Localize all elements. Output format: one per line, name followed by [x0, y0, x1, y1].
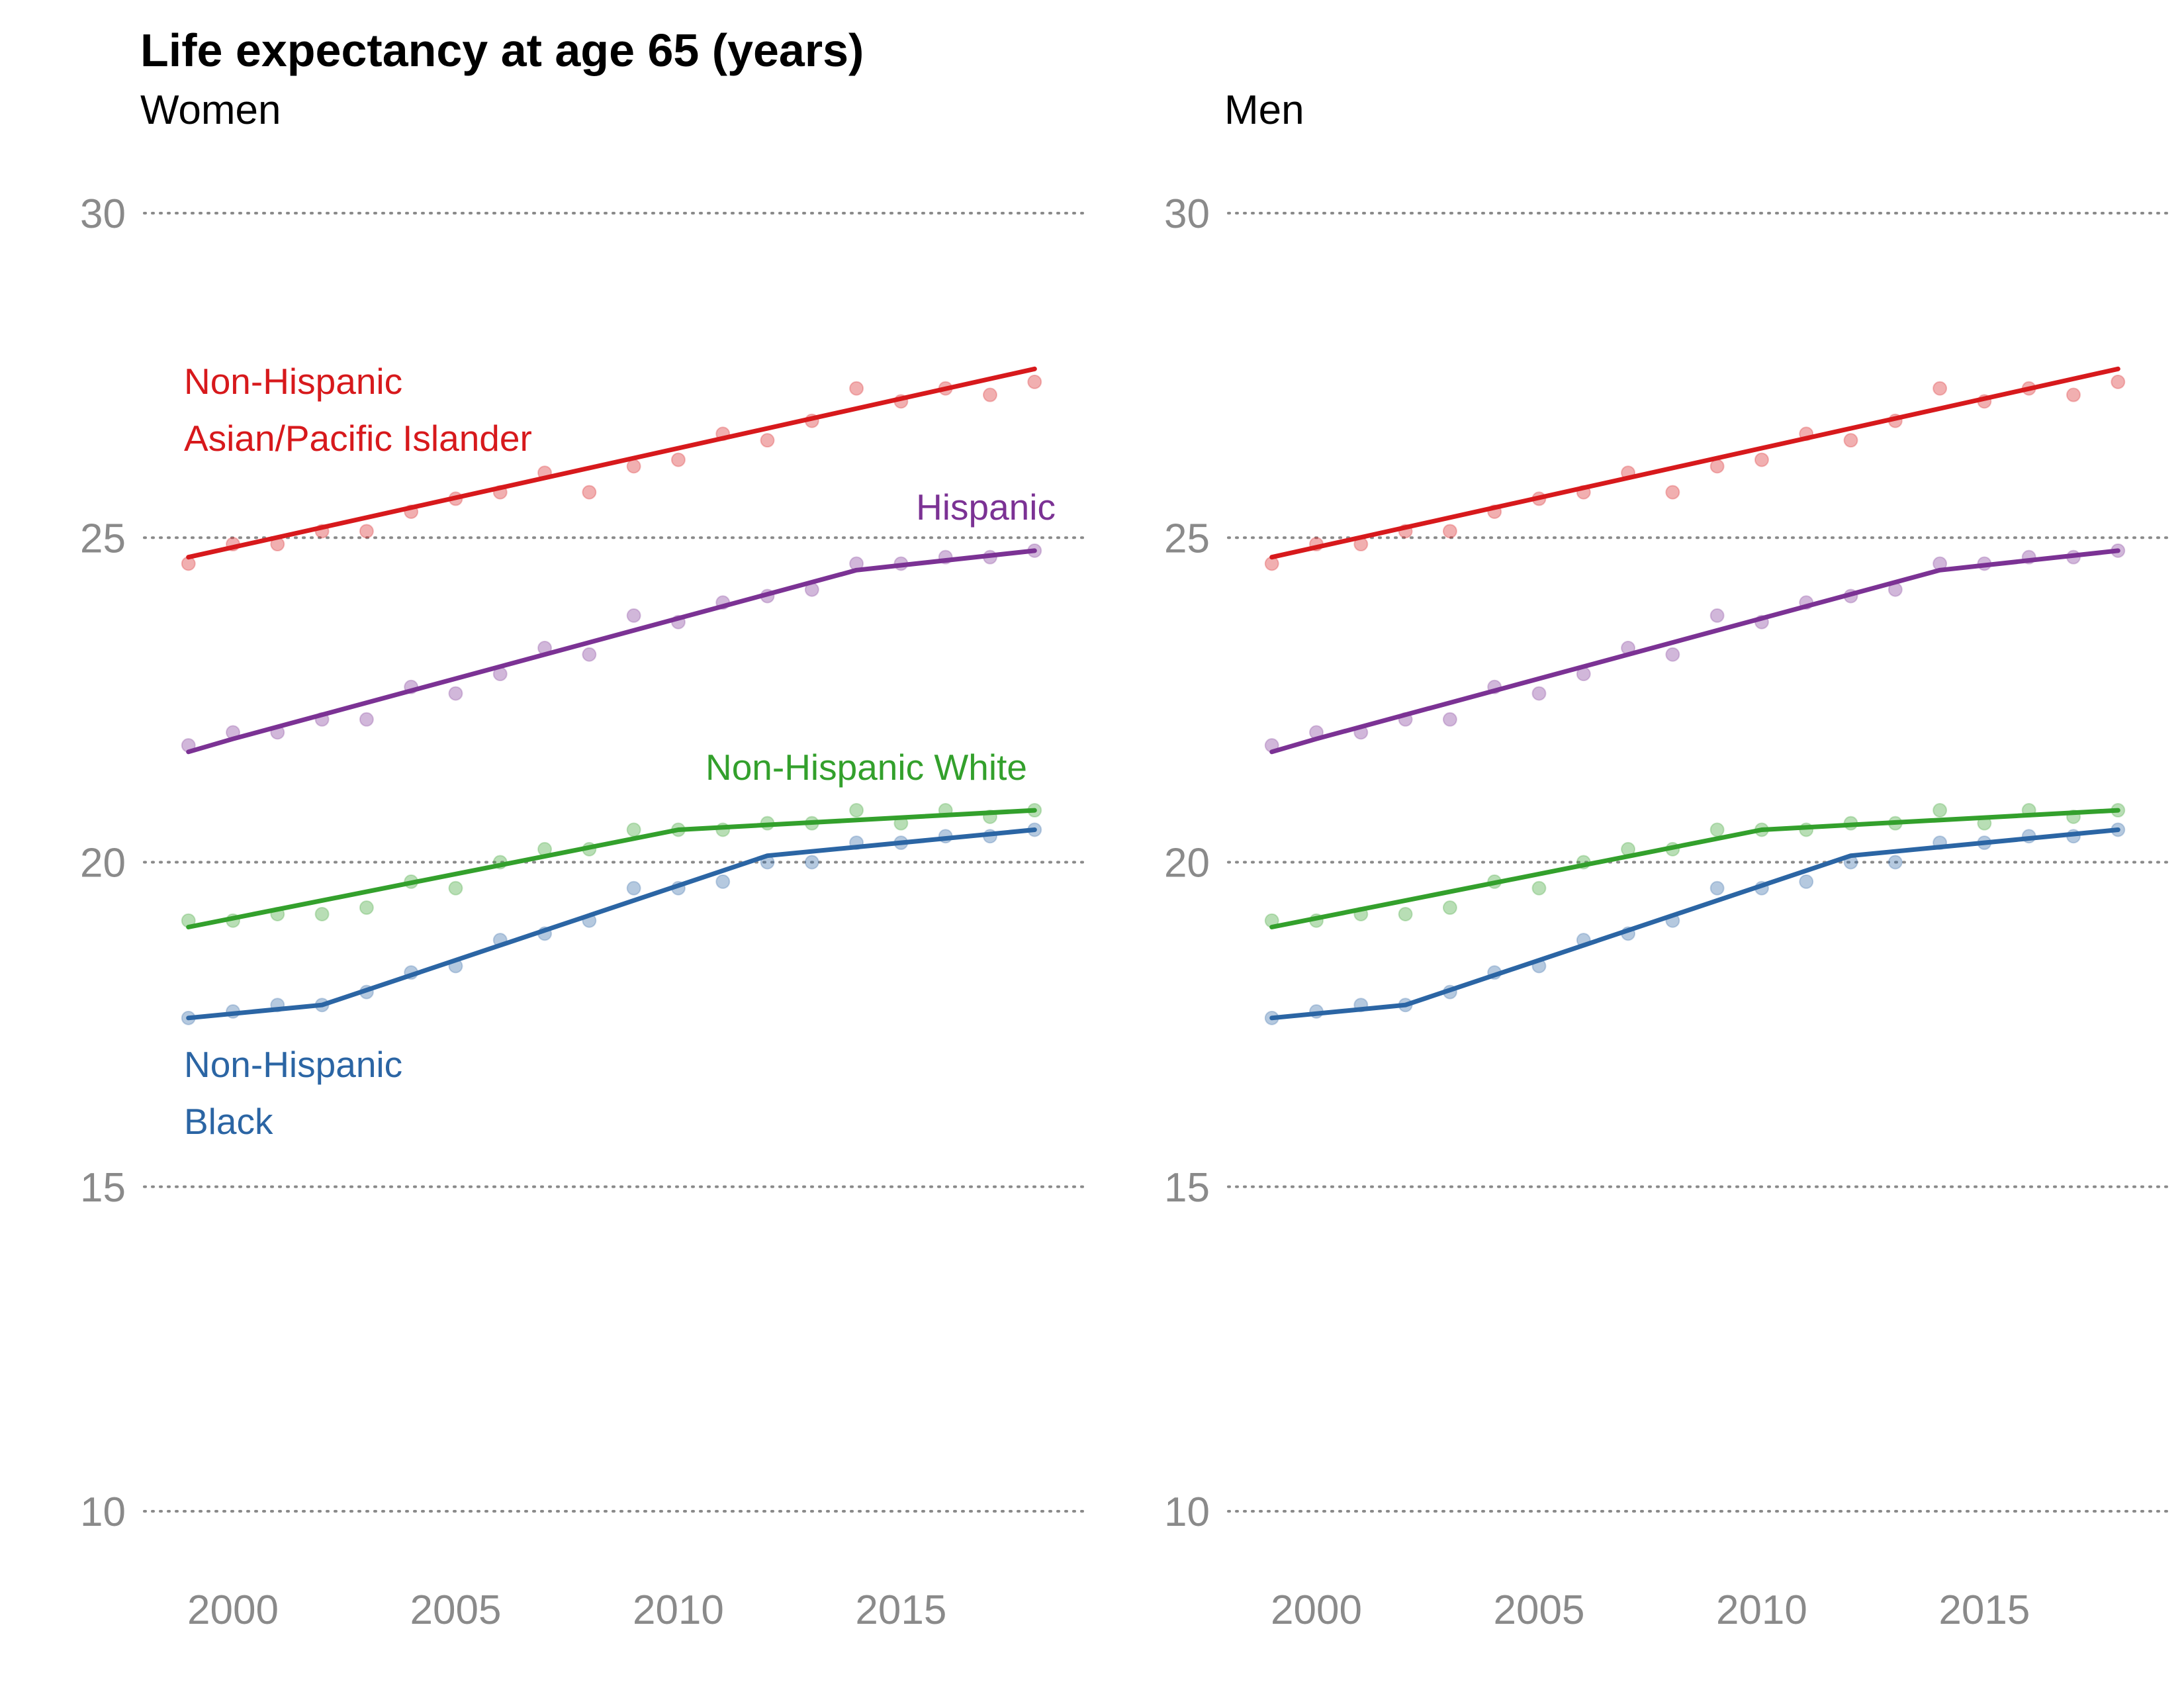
data-point-asian: [582, 485, 597, 500]
x-tick-label: 2005: [1494, 1587, 1585, 1633]
data-point-asian: [760, 433, 775, 448]
series-black: Non-Hispanic Black: [181, 822, 1042, 1142]
data-point-asian: [1754, 452, 1769, 467]
series-label-white: Non-Hispanic White: [705, 747, 1027, 788]
trend-line-hispanic: [1269, 548, 2120, 755]
x-tick-label: 2000: [187, 1587, 279, 1633]
data-point-asian: [1027, 374, 1042, 389]
data-point-black: [715, 874, 731, 889]
series-asian: Non-Hispanic Asian/Pacific Islander: [181, 361, 1042, 571]
data-point-white: [359, 900, 374, 915]
series-white: Non-Hispanic White: [181, 747, 1042, 929]
series-label-hispanic: Hispanic: [916, 487, 1056, 528]
series-label-black: Non-Hispanic: [184, 1044, 402, 1085]
data-point-white: [1933, 803, 1948, 818]
y-tick-label: 25: [1164, 516, 1210, 561]
data-point-black: [804, 855, 819, 870]
panel-women: Women 10 15 20 25 30 2000 2005 2010 2015 Non-Hispa…: [80, 87, 1087, 1633]
data-point-white: [1398, 906, 1413, 921]
data-point-asian: [1665, 485, 1680, 500]
y-tick-label: 15: [1164, 1165, 1210, 1211]
trend-line-black: [1269, 827, 2120, 1021]
x-tick-label: 2005: [410, 1587, 502, 1633]
data-point-hispanic: [448, 686, 463, 701]
series-black: [1264, 822, 2126, 1025]
trend-line-black: [186, 827, 1037, 1021]
data-point-black: [1888, 855, 1903, 870]
data-point-asian: [2111, 374, 2126, 389]
x-tick-label: 2010: [1716, 1587, 1807, 1633]
data-point-black: [626, 880, 641, 896]
data-point-hispanic: [1442, 712, 1457, 727]
series-white: [1264, 803, 2126, 929]
y-tick-label: 10: [80, 1489, 126, 1535]
trend-line-asian: [186, 366, 1037, 560]
y-tick-label: 20: [80, 841, 126, 886]
y-tick-label: 15: [80, 1165, 126, 1211]
data-point-hispanic: [359, 712, 374, 727]
data-point-asian: [359, 524, 374, 539]
trend-line-white: [186, 808, 1037, 929]
data-point-hispanic: [582, 647, 597, 662]
y-tick-label: 20: [1164, 841, 1210, 886]
series-label-black: Black: [184, 1101, 273, 1142]
series-label-asian: Non-Hispanic: [184, 361, 402, 402]
series-hispanic: [1264, 543, 2126, 755]
trend-line-asian: [1269, 366, 2120, 560]
data-point-asian: [1933, 381, 1948, 396]
data-point-hispanic: [1531, 686, 1547, 701]
data-point-hispanic: [1665, 647, 1680, 662]
x-tick-label: 2015: [1938, 1587, 2030, 1633]
trend-line-hispanic: [186, 548, 1037, 755]
series-hispanic: Hispanic: [181, 487, 1056, 755]
data-point-hispanic: [626, 608, 641, 623]
y-tick-label: 30: [1164, 191, 1210, 237]
data-point-white: [626, 822, 641, 837]
data-point-asian: [1709, 459, 1725, 474]
y-tick-label: 25: [80, 516, 126, 561]
panel-men: Men 10 15 20 25 30 2000 2005 2010 2015: [1164, 87, 2171, 1633]
trend-line-white: [1269, 808, 2120, 929]
data-point-asian: [1442, 524, 1457, 539]
data-point-hispanic: [1709, 608, 1725, 623]
data-point-white: [1531, 880, 1547, 896]
data-point-asian: [2066, 387, 2081, 402]
y-tick-label: 30: [80, 191, 126, 237]
panel-subtitle: Men: [1224, 87, 1304, 133]
series-asian: [1264, 366, 2126, 571]
data-point-asian: [626, 459, 641, 474]
data-point-white: [1442, 900, 1457, 915]
data-point-asian: [670, 452, 686, 467]
x-tick-label: 2010: [633, 1587, 724, 1633]
series-label-asian: Asian/Pacific Islander: [184, 418, 532, 459]
x-tick-label: 2000: [1271, 1587, 1362, 1633]
data-point-asian: [1843, 433, 1858, 448]
chart-title: Life expectancy at age 65 (years): [140, 24, 864, 76]
panel-subtitle: Women: [140, 87, 281, 133]
data-point-black: [1709, 880, 1725, 896]
data-point-white: [448, 880, 463, 896]
data-point-white: [1709, 822, 1725, 837]
data-point-white: [849, 803, 864, 818]
x-tick-label: 2015: [855, 1587, 946, 1633]
y-tick-label: 10: [1164, 1489, 1210, 1535]
data-point-white: [314, 906, 330, 921]
data-point-black: [1799, 874, 1814, 889]
data-point-asian: [982, 387, 997, 402]
data-point-asian: [849, 381, 864, 396]
